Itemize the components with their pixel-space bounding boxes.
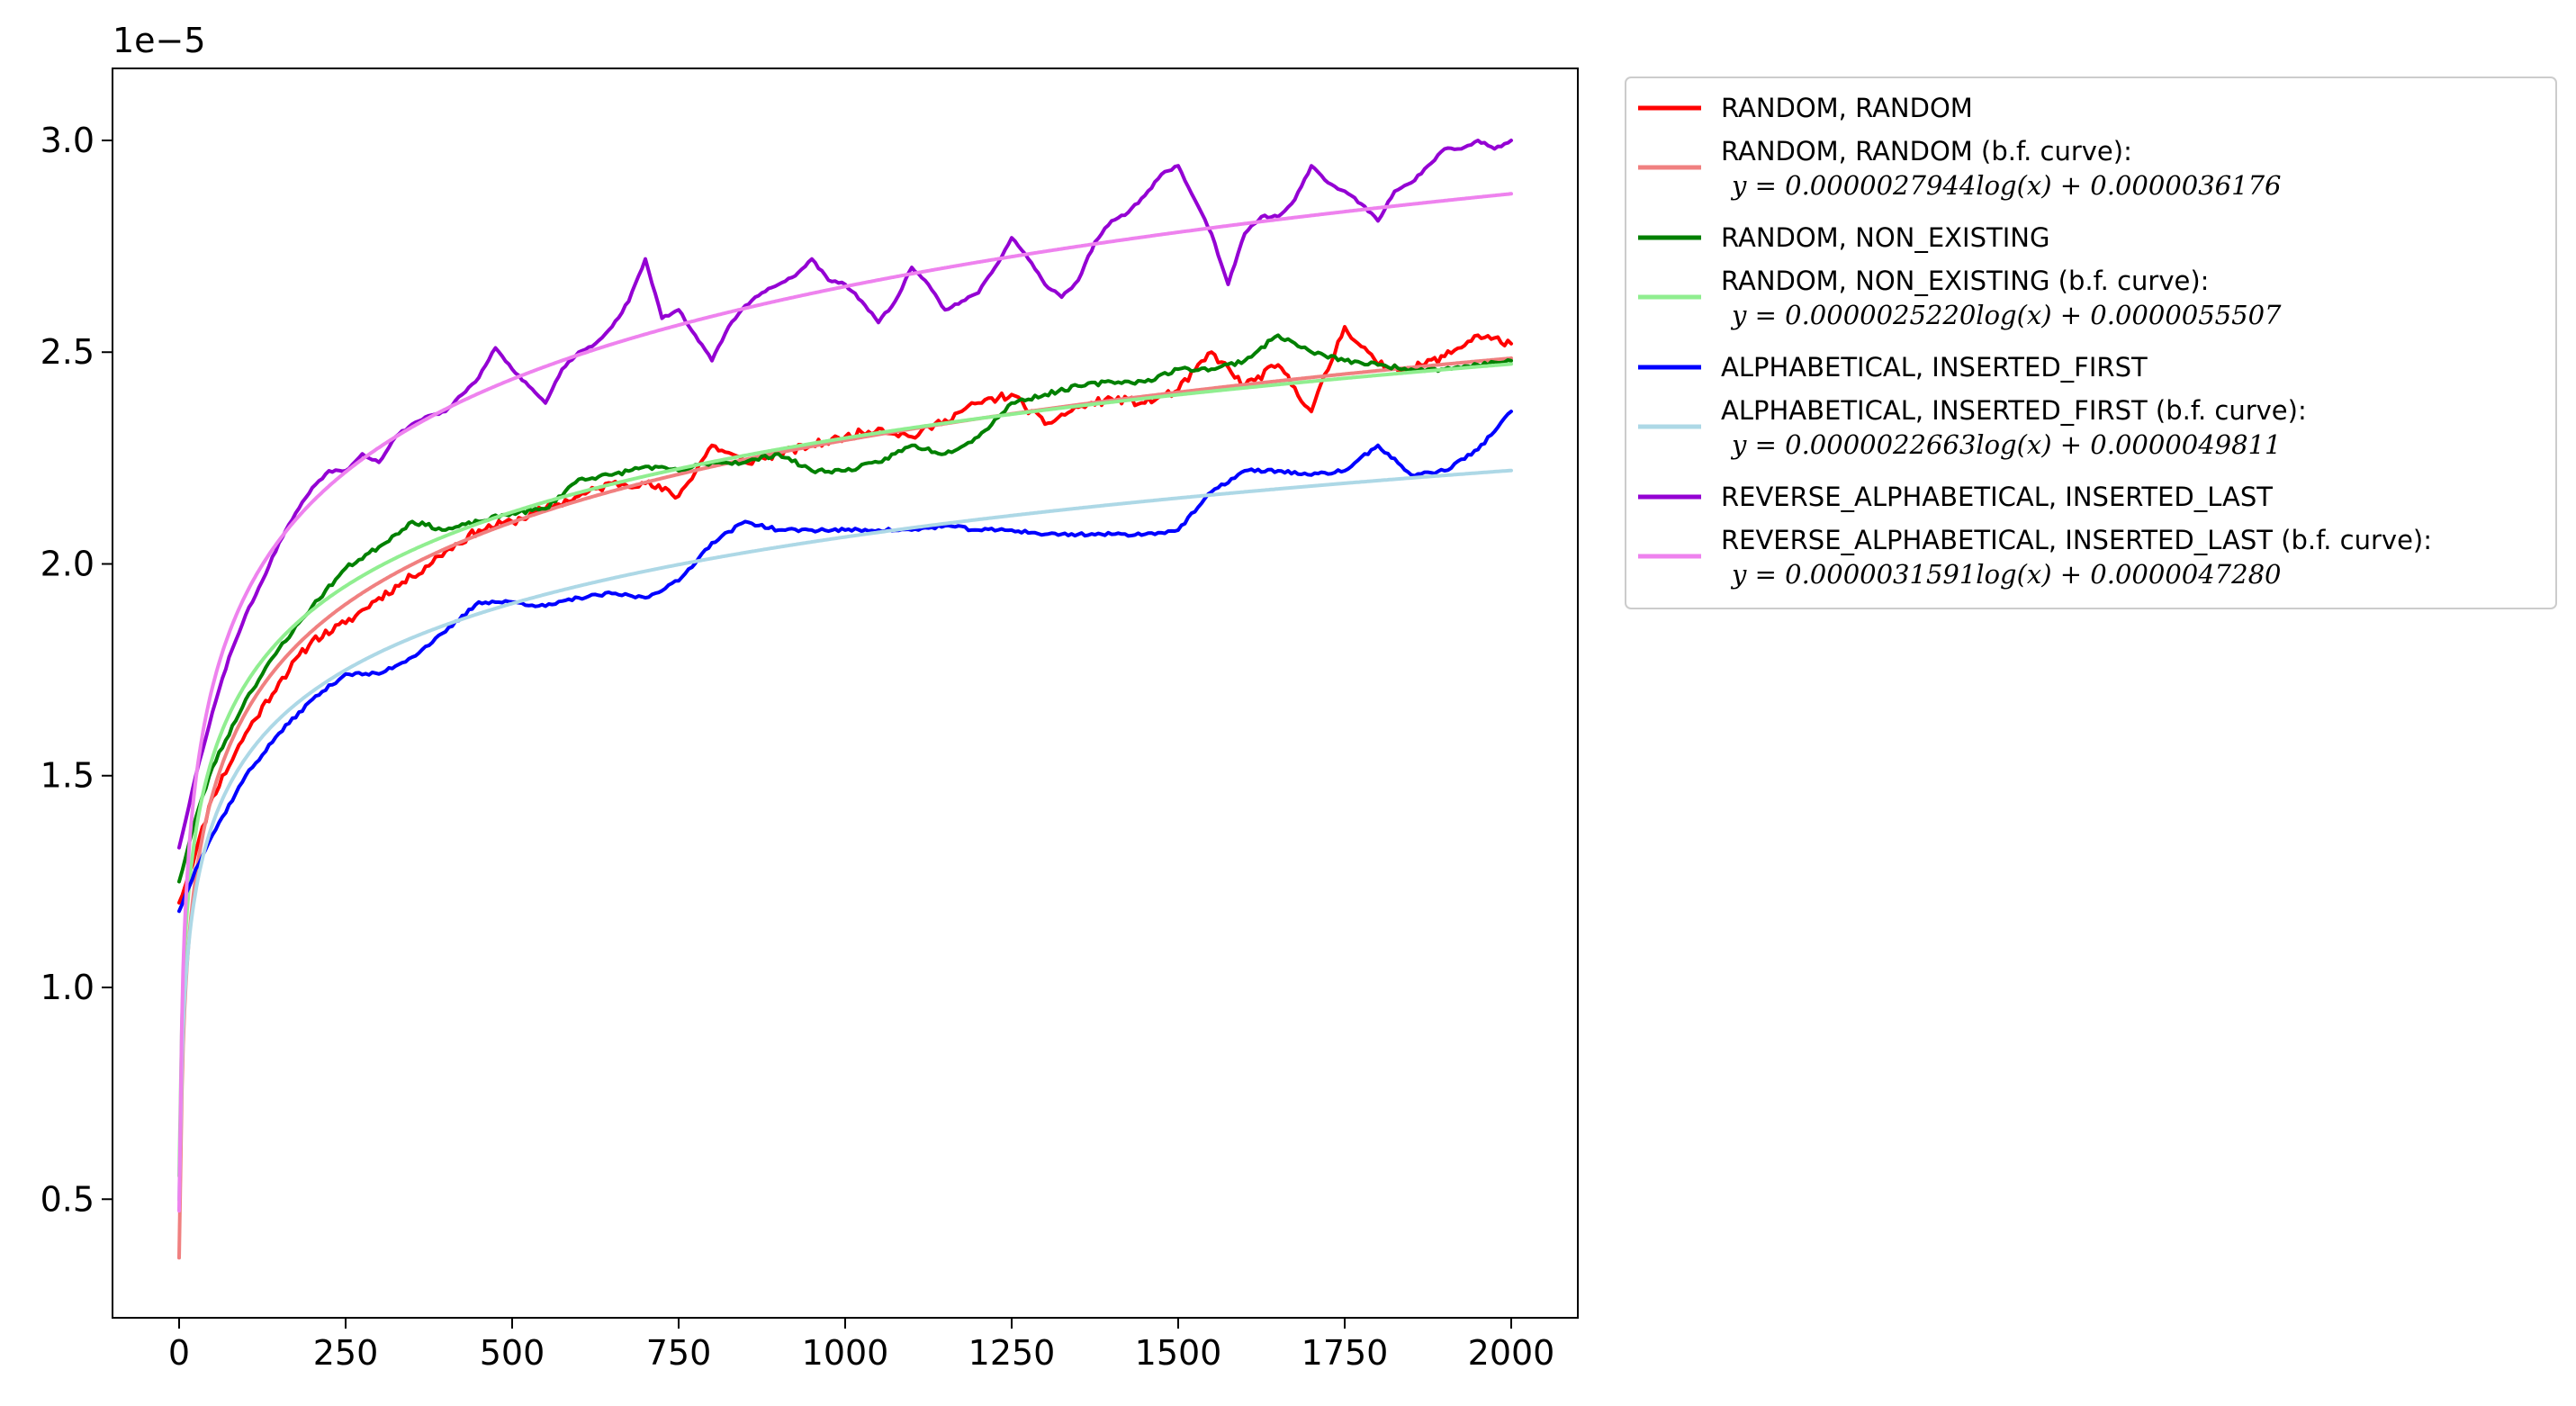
legend-equation-reverse-alphabetical-inserted-last-fit: y = 0.0000031591log(x) + 0.0000047280 (1730, 559, 2282, 590)
legend-label-random-non-existing: RANDOM, NON_EXISTING (1721, 222, 2049, 253)
y-tick-label: 2.5 (41, 332, 95, 372)
y-axis: 0.5 1.0 1.5 2.0 2.5 3.0 (41, 121, 113, 1219)
series-line-random-non-existing (177, 333, 1513, 884)
x-tick-label: 500 (480, 1333, 545, 1373)
series-layer (177, 139, 1513, 1260)
legend: RANDOM, RANDOM RANDOM, RANDOM (b.f. curve… (1625, 77, 2557, 609)
x-tick-label: 750 (646, 1333, 712, 1373)
x-tick-label: 250 (313, 1333, 379, 1373)
legend-label-random-random-fit: RANDOM, RANDOM (b.f. curve): (1721, 136, 2132, 167)
y-tick-label: 1.5 (41, 756, 95, 796)
x-tick-label: 1750 (1302, 1333, 1389, 1373)
legend-equation-alphabetical-inserted-first-fit: y = 0.0000022663log(x) + 0.0000049811 (1730, 429, 2282, 460)
series-line-random-non-existing-fit (177, 362, 1513, 1178)
y-tick-label: 1.0 (41, 968, 95, 1007)
x-tick-label: 1000 (802, 1333, 889, 1373)
legend-label-alphabetical-inserted-first-fit: ALPHABETICAL, INSERTED_FIRST (b.f. curve… (1721, 395, 2307, 426)
legend-equation-random-non-existing-fit: y = 0.0000025220log(x) + 0.0000055507 (1730, 300, 2282, 330)
series-line-alphabetical-inserted-first (177, 410, 1513, 914)
legend-equation-random-random-fit: y = 0.0000027944log(x) + 0.0000036176 (1730, 170, 2282, 201)
x-tick-label: 1500 (1135, 1333, 1222, 1373)
legend-label-random-random: RANDOM, RANDOM (1721, 93, 1973, 123)
x-tick-label: 1250 (968, 1333, 1056, 1373)
series-line-reverse-alphabetical-inserted-last-fit (177, 192, 1513, 1213)
legend-label-alphabetical-inserted-first: ALPHABETICAL, INSERTED_FIRST (1721, 352, 2148, 383)
series-line-random-random-fit (177, 356, 1513, 1260)
legend-frame (1625, 77, 2557, 609)
y-tick-label: 0.5 (41, 1179, 95, 1219)
y-offset-text: 1e−5 (113, 21, 206, 60)
series-line-alphabetical-inserted-first-fit (177, 468, 1513, 1203)
legend-label-reverse-alphabetical-inserted-last: REVERSE_ALPHABETICAL, INSERTED_LAST (1721, 482, 2273, 512)
x-tick-label: 0 (168, 1333, 190, 1373)
legend-label-random-non-existing-fit: RANDOM, NON_EXISTING (b.f. curve): (1721, 266, 2209, 296)
y-tick-label: 3.0 (41, 121, 95, 160)
x-axis: 0 250 500 750 1000 1250 1500 1750 2000 (168, 1318, 1554, 1373)
x-tick-label: 2000 (1468, 1333, 1555, 1373)
legend-label-reverse-alphabetical-inserted-last-fit: REVERSE_ALPHABETICAL, INSERTED_LAST (b.f… (1721, 525, 2432, 555)
y-tick-label: 2.0 (41, 544, 95, 583)
